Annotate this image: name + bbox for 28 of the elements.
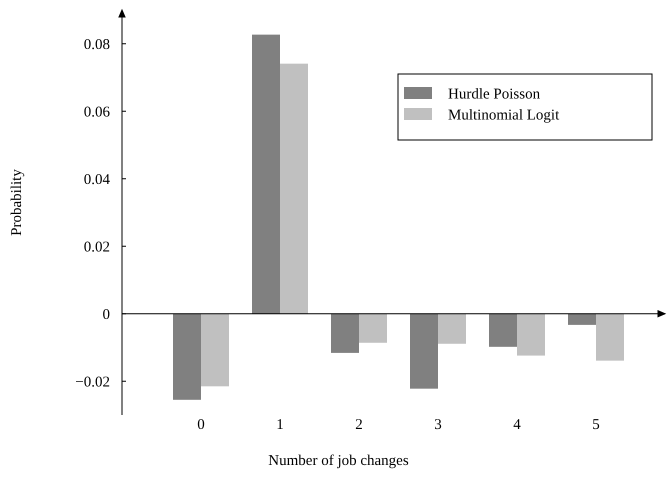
y-tick-label: 0 [102, 307, 110, 323]
x-axis-title: Number of job changes [268, 453, 409, 469]
bar [173, 314, 201, 400]
x-tick-label: 2 [355, 417, 363, 433]
y-tick-label: 0.06 [84, 104, 110, 120]
x-tick-label: 5 [592, 417, 600, 433]
bar [517, 314, 545, 356]
legend-label: Multinomial Logit [448, 107, 560, 124]
x-tick-label: 4 [513, 417, 522, 433]
bar [201, 314, 229, 386]
bar [489, 314, 517, 347]
bar [280, 64, 308, 314]
bar [359, 314, 387, 343]
bar [331, 314, 359, 353]
x-tick-label: 1 [276, 417, 284, 433]
y-tick-label: −0.02 [75, 374, 110, 390]
bar [596, 314, 624, 361]
bar [410, 314, 438, 389]
y-tick-label: 0.04 [84, 172, 110, 188]
bar [252, 34, 280, 314]
x-tick-label: 0 [197, 417, 205, 433]
y-axis-title: Probability [9, 168, 25, 236]
y-tick-label: 0.02 [84, 240, 110, 256]
y-tick-label: 0.08 [84, 37, 110, 53]
bar [568, 314, 596, 325]
legend-label: Hurdle Poisson [448, 86, 541, 102]
x-tick-label: 3 [434, 417, 442, 433]
bar [438, 314, 466, 344]
